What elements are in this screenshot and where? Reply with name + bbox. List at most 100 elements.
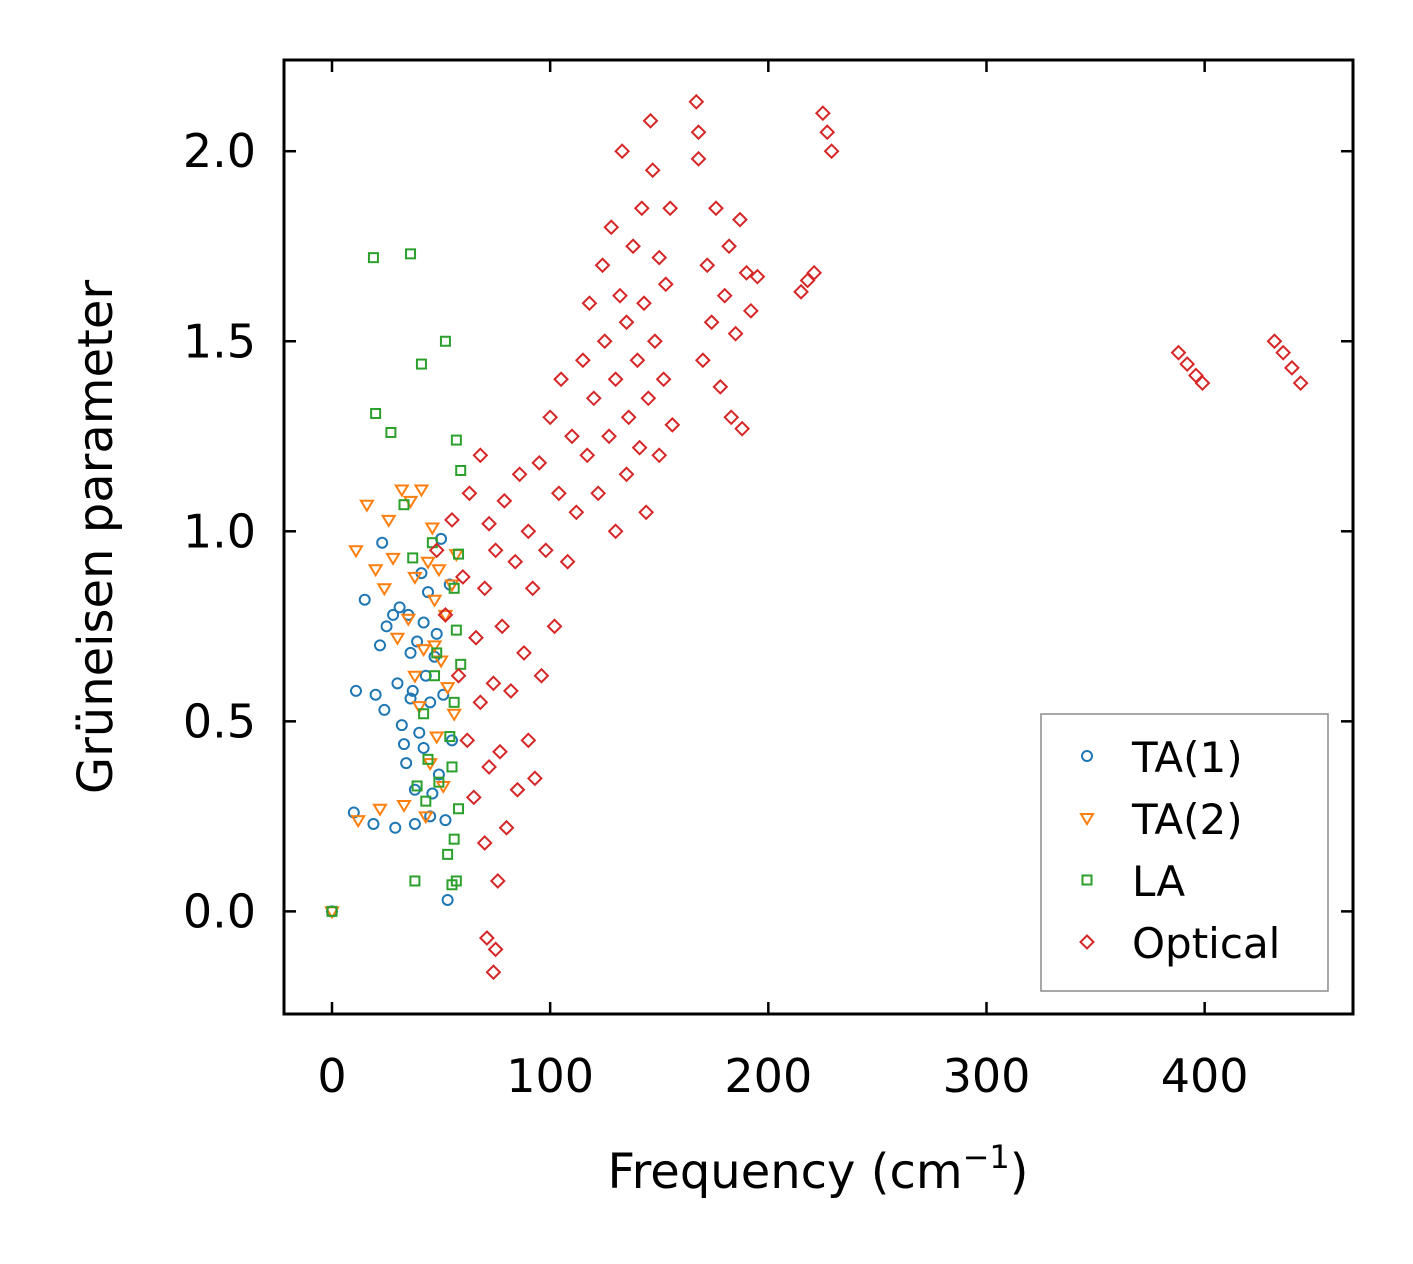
- data-point-diamond: [437, 607, 454, 623]
- data-point-square: [420, 795, 432, 807]
- data-point-square: [407, 552, 419, 564]
- data-point-triangle-down: [420, 556, 436, 570]
- data-point-diamond: [492, 743, 508, 760]
- data-point-circle: [421, 586, 434, 599]
- data-point-diamond: [636, 295, 652, 312]
- data-point-diamond: [638, 504, 655, 521]
- data-point-square: [448, 582, 460, 594]
- data-point-diamond: [640, 390, 657, 407]
- data-point-diamond: [690, 124, 707, 141]
- data-point-square: [453, 548, 465, 560]
- y-tick-label: 0.5: [183, 694, 256, 748]
- data-point-diamond: [642, 112, 659, 129]
- x-tick-label: 400: [1161, 1049, 1249, 1103]
- data-point-triangle-down: [396, 799, 412, 813]
- data-point-diamond: [712, 378, 729, 395]
- data-point-diamond: [655, 371, 672, 388]
- data-point-diamond: [1188, 367, 1204, 384]
- data-point-square: [326, 905, 338, 917]
- data-point-triangle-down: [402, 495, 419, 509]
- data-point-diamond: [819, 124, 836, 141]
- data-point-triangle-down: [389, 632, 406, 646]
- data-point-triangle-down: [428, 731, 445, 745]
- data-point-diamond: [428, 542, 445, 559]
- data-point-circle: [389, 821, 402, 834]
- data-point-triangle-down: [446, 708, 462, 722]
- data-point-square: [448, 696, 460, 708]
- data-point-diamond: [581, 295, 598, 312]
- data-point-triangle-down: [350, 815, 366, 829]
- data-point-diamond: [585, 390, 602, 407]
- data-point-circle: [437, 688, 450, 701]
- data-point-triangle-down: [431, 564, 447, 578]
- data-point-diamond: [1179, 356, 1196, 372]
- data-point-diamond: [618, 466, 635, 483]
- x-axis-label-main: Frequency (cm: [607, 1144, 962, 1200]
- data-point-diamond: [651, 249, 668, 266]
- series-ta-1: [325, 532, 458, 918]
- data-point-square: [415, 358, 427, 370]
- data-point-diamond: [531, 454, 548, 471]
- series-la: [326, 248, 467, 917]
- data-point-circle: [358, 593, 371, 606]
- data-point-square: [422, 753, 434, 765]
- data-point-diamond: [607, 523, 624, 540]
- data-point-diamond: [559, 553, 576, 570]
- x-axis-label: Frequency (cm−1): [607, 1138, 1028, 1200]
- data-point-diamond: [738, 264, 755, 281]
- legend-label: Optical: [1132, 919, 1280, 968]
- data-point-diamond: [524, 580, 541, 597]
- data-point-triangle-down: [380, 514, 397, 528]
- data-point-square: [370, 407, 382, 419]
- legend-marker-square: [1081, 874, 1093, 886]
- data-point-diamond: [478, 930, 495, 946]
- axis-ticks: 0 100 200 300 400 0.0 0.5 1.0 1.5 2.0: [183, 60, 1353, 1103]
- data-point-diamond: [644, 162, 661, 179]
- y-tick-label: 1.5: [183, 314, 256, 368]
- data-point-diamond: [454, 568, 471, 585]
- data-point-circle: [393, 601, 406, 614]
- data-point-circle: [426, 787, 439, 800]
- data-point-diamond: [520, 732, 537, 749]
- data-point-square: [444, 731, 456, 743]
- data-point-diamond: [703, 314, 720, 331]
- data-point-diamond: [742, 302, 759, 319]
- data-point-circle: [397, 738, 410, 751]
- data-point-diamond: [699, 257, 716, 274]
- data-point-diamond: [688, 93, 705, 110]
- data-point-square: [439, 335, 451, 347]
- legend-marker-triangle-down: [1079, 813, 1095, 826]
- data-point-square: [450, 624, 462, 636]
- axes-frame: [282, 58, 1355, 1016]
- data-point-circle: [439, 814, 452, 827]
- data-point-square: [433, 776, 445, 788]
- data-point-diamond: [511, 466, 528, 483]
- data-point-triangle-down: [426, 640, 443, 654]
- data-point-diamond: [564, 428, 580, 445]
- data-point-diamond: [502, 683, 519, 699]
- data-point-circle: [369, 688, 382, 701]
- data-point-diamond: [1275, 344, 1292, 361]
- legend-marker-diamond: [1079, 934, 1095, 950]
- data-point-diamond: [607, 371, 624, 388]
- legend-label: LA: [1132, 857, 1185, 906]
- data-point-diamond: [716, 287, 733, 304]
- data-point-circle: [417, 616, 430, 629]
- data-point-circle: [380, 620, 393, 633]
- x-tick-label: 100: [506, 1049, 594, 1103]
- data-point-circle: [387, 608, 400, 621]
- data-point-diamond: [498, 819, 515, 836]
- data-point-diamond: [594, 257, 611, 274]
- data-point-triangle-down: [407, 571, 423, 585]
- data-point-triangle-down: [400, 613, 417, 627]
- data-point-diamond: [526, 770, 543, 787]
- data-point-circle: [430, 627, 443, 640]
- data-point-diamond: [1292, 375, 1309, 391]
- x-axis-label-exponent: −1: [963, 1138, 1010, 1176]
- data-point-diamond: [651, 447, 668, 464]
- data-point-diamond: [537, 542, 554, 559]
- legend-label: TA(2): [1131, 795, 1243, 844]
- data-point-diamond: [694, 352, 711, 369]
- data-point-circle: [432, 768, 445, 781]
